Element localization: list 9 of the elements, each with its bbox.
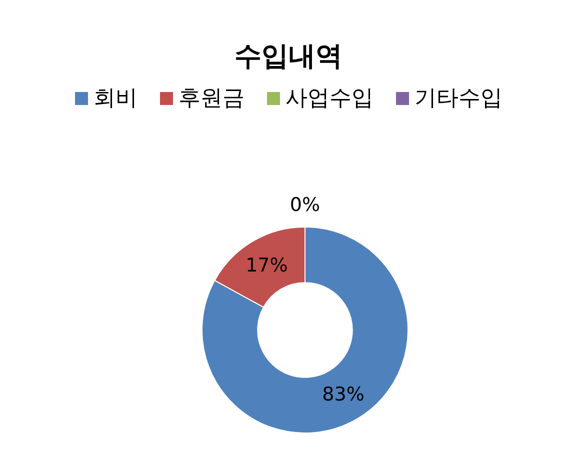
data-label: 83% <box>322 384 364 406</box>
legend-label: 후원금 <box>178 85 244 113</box>
legend-label: 사업수입 <box>284 85 374 113</box>
donut-slice <box>202 226 408 434</box>
legend-label: 기타수입 <box>414 85 502 113</box>
text: 0% <box>290 194 320 216</box>
data-label: 17% <box>246 254 288 276</box>
chart-title: 수입내역 <box>234 40 344 74</box>
legend-label: 회비 <box>92 85 138 113</box>
